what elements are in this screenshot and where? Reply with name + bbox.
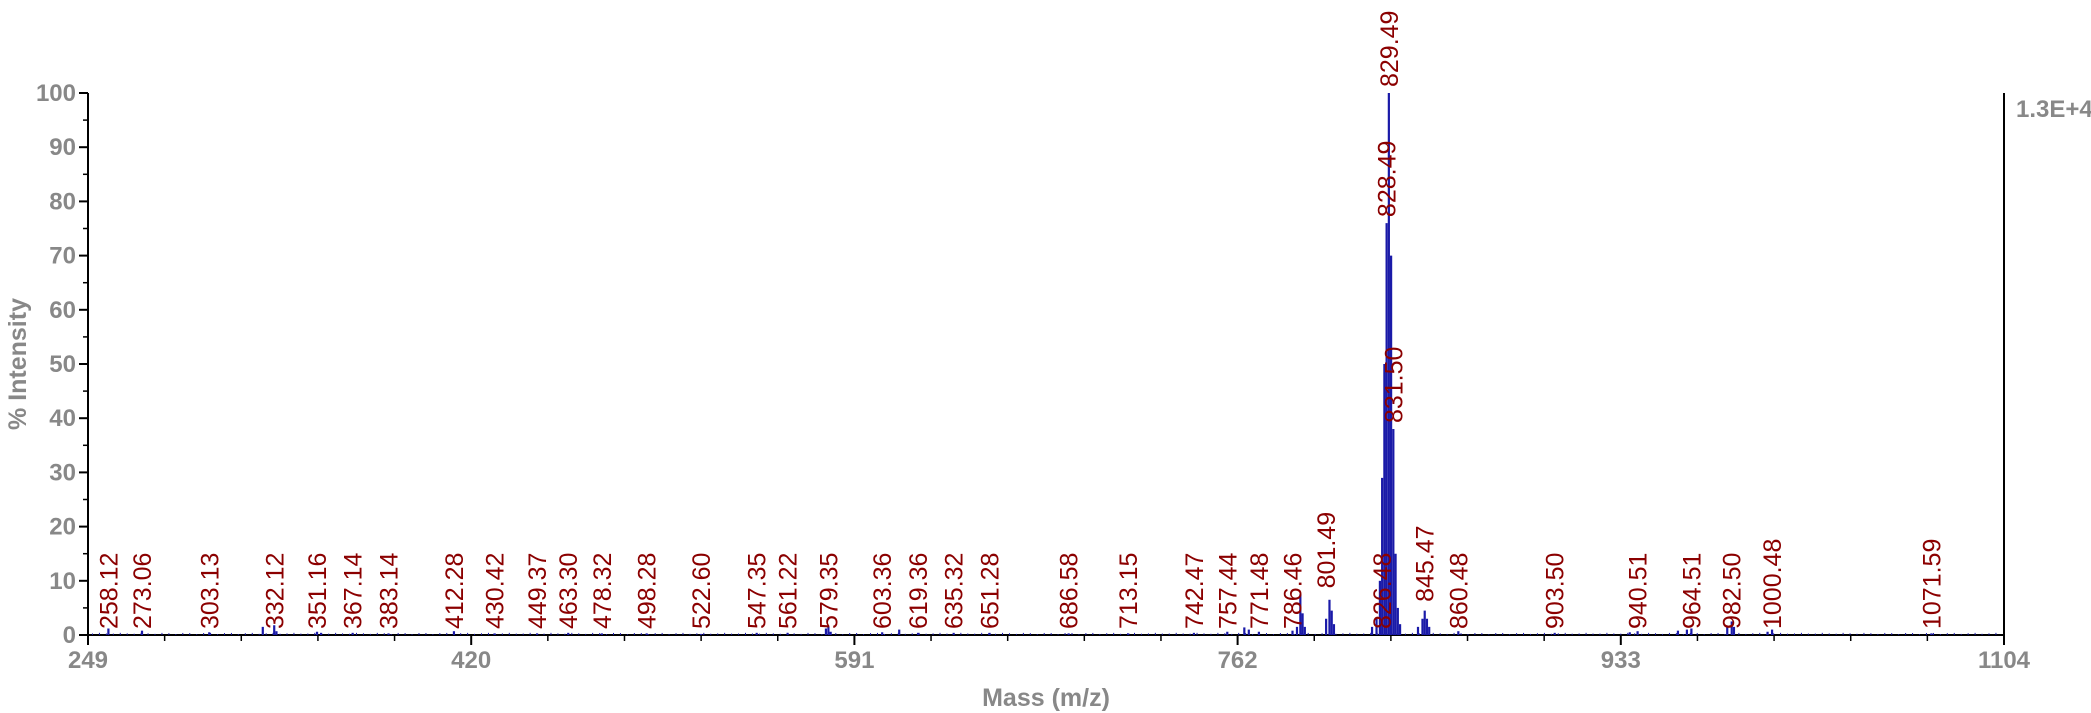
peak-label: 449.37 [524, 553, 552, 629]
x-tick-label: 762 [1218, 647, 1258, 674]
y-tick-label: 10 [49, 568, 76, 595]
peak-label: 1000.48 [1759, 539, 1787, 629]
peak-label: 547.35 [744, 553, 772, 629]
x-tick-label: 591 [834, 647, 874, 674]
peak-label: 383.14 [376, 552, 404, 629]
peak-label: 561.22 [775, 553, 803, 629]
x-tick-label: 249 [68, 647, 108, 674]
peak-label: 522.60 [688, 553, 716, 629]
peak-label: 303.13 [196, 553, 224, 629]
y-tick-label: 100 [36, 80, 76, 107]
peak-label: 273.06 [129, 553, 157, 629]
peak-label: 412.28 [441, 553, 469, 629]
peak-label: 801.49 [1313, 512, 1341, 588]
peak-label: 367.14 [340, 552, 368, 629]
peak-label: 982.50 [1719, 553, 1747, 629]
peak-label: 1071.59 [1918, 539, 1946, 629]
peak-label: 258.12 [95, 553, 123, 629]
peak-label: 463.30 [555, 553, 583, 629]
peak-label: 845.47 [1412, 525, 1440, 601]
peak-label: 351.16 [304, 553, 332, 629]
y-axis-ticks: 0 10 20 30 40 50 60 70 80 90 100 [36, 80, 88, 649]
y-tick-label: 50 [49, 351, 76, 378]
y-tick-label: 60 [49, 297, 76, 324]
y-tick-label: 30 [49, 459, 76, 486]
peak-label: 940.51 [1625, 553, 1653, 629]
peak-label: 713.15 [1115, 553, 1143, 629]
peak-label: 757.44 [1214, 552, 1242, 629]
peak-label: 860.48 [1445, 553, 1473, 629]
y-axis-title: % Intensity [4, 298, 32, 430]
peak-annotations: 258.12 273.06 303.13 332.12 351.16 367.14 383.… [95, 11, 1946, 629]
peak-label: 478.32 [589, 553, 617, 629]
peak-label: 635.32 [941, 553, 969, 629]
peak-label: 964.51 [1678, 553, 1706, 629]
y-tick-label: 70 [49, 243, 76, 270]
y-tick-label: 90 [49, 134, 76, 161]
peak-label: 826.48 [1369, 553, 1397, 629]
peak-label: 332.12 [261, 553, 289, 629]
spectrum-peaks [91, 93, 1997, 635]
peak-label: 651.28 [976, 553, 1004, 629]
peak-label: 831.50 [1380, 347, 1408, 423]
y-tick-label: 0 [63, 622, 76, 649]
y-tick-label: 80 [49, 188, 76, 215]
peak-label: 828.49 [1374, 141, 1402, 217]
peak-label: 771.48 [1246, 553, 1274, 629]
peak-label: 498.28 [634, 553, 662, 629]
y-tick-label: 20 [49, 514, 76, 541]
peak-label: 430.42 [482, 553, 510, 629]
x-axis-ticks: 249 420 591 762 933 1104 [68, 635, 2031, 674]
peak-label: 742.47 [1181, 553, 1209, 629]
peak-label: 686.58 [1056, 553, 1084, 629]
x-tick-label: 933 [1601, 647, 1641, 674]
peak-label: 786.46 [1279, 553, 1307, 629]
max-intensity-label: 1.3E+4 [2016, 96, 2091, 123]
peak-label: 903.50 [1542, 553, 1570, 629]
y-tick-label: 40 [49, 405, 76, 432]
peak-label: 579.35 [815, 553, 843, 629]
peak-label: 619.36 [905, 553, 933, 629]
peak-label: 829.49 [1376, 11, 1404, 87]
x-tick-label: 420 [451, 647, 491, 674]
x-axis-title: Mass (m/z) [982, 684, 1110, 712]
x-tick-label: 1104 [1978, 647, 2031, 674]
peak-label: 603.36 [869, 553, 897, 629]
